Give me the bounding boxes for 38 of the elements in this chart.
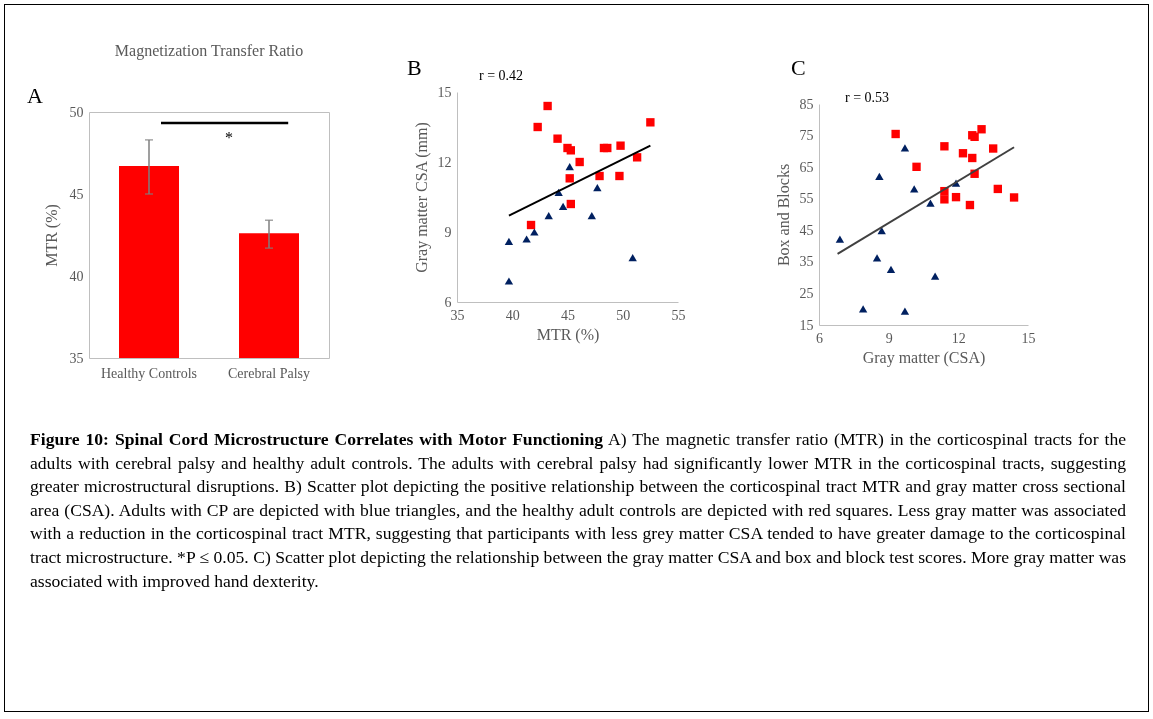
- y-tick-label: 12: [437, 154, 452, 170]
- y-tick-label: 65: [799, 159, 814, 175]
- y-tick-label: 75: [799, 128, 814, 144]
- text: A: [27, 83, 43, 108]
- x-tick-label: 50: [616, 307, 631, 323]
- text: B: [407, 55, 422, 80]
- y-tick-label: 45: [69, 186, 84, 202]
- x-tick-label: 55: [671, 307, 686, 323]
- x-tick-label: 15: [1021, 330, 1036, 346]
- y-tick-label: 50: [69, 104, 84, 120]
- y-axis-title: Box and Blocks: [774, 163, 792, 267]
- y-tick-label: 15: [437, 84, 452, 100]
- y-tick-label: 55: [799, 191, 814, 207]
- chart-title: Magnetization Transfer Ratio: [114, 42, 304, 60]
- y-tick-label: 35: [69, 350, 84, 366]
- text: r = 0.42: [479, 68, 524, 83]
- y-axis-title: Gray matter CSA (mm): [412, 122, 431, 273]
- y-tick-label: 6: [444, 294, 452, 310]
- text: Figure 10: Spinal Cord Microstructure Correlates with Motor Functioning: [30, 429, 604, 449]
- y-tick-label: 15: [799, 317, 814, 333]
- x-tick-label: 12: [951, 330, 966, 346]
- x-axis-title: MTR (%): [536, 325, 600, 344]
- y-tick-label: 40: [69, 268, 84, 284]
- x-tick-label: Cerebral Palsy: [227, 365, 311, 381]
- x-tick-label: 45: [561, 307, 575, 323]
- x-tick-label: 9: [885, 330, 893, 346]
- x-tick-label: Healthy Controls: [100, 365, 198, 381]
- y-tick-label: 25: [799, 285, 814, 301]
- text: C: [791, 55, 806, 80]
- y-tick-label: 35: [799, 254, 814, 270]
- y-tick-label: 85: [799, 96, 814, 112]
- x-axis-title: Gray matter (CSA): [862, 348, 986, 367]
- y-tick-label: 9: [444, 224, 452, 240]
- annotation: *: [225, 129, 233, 146]
- x-tick-label: 40: [505, 307, 520, 323]
- annotation: r = 0.53: [845, 90, 890, 105]
- y-tick-label: 45: [799, 222, 814, 238]
- y-axis-title: MTR (%): [42, 204, 61, 267]
